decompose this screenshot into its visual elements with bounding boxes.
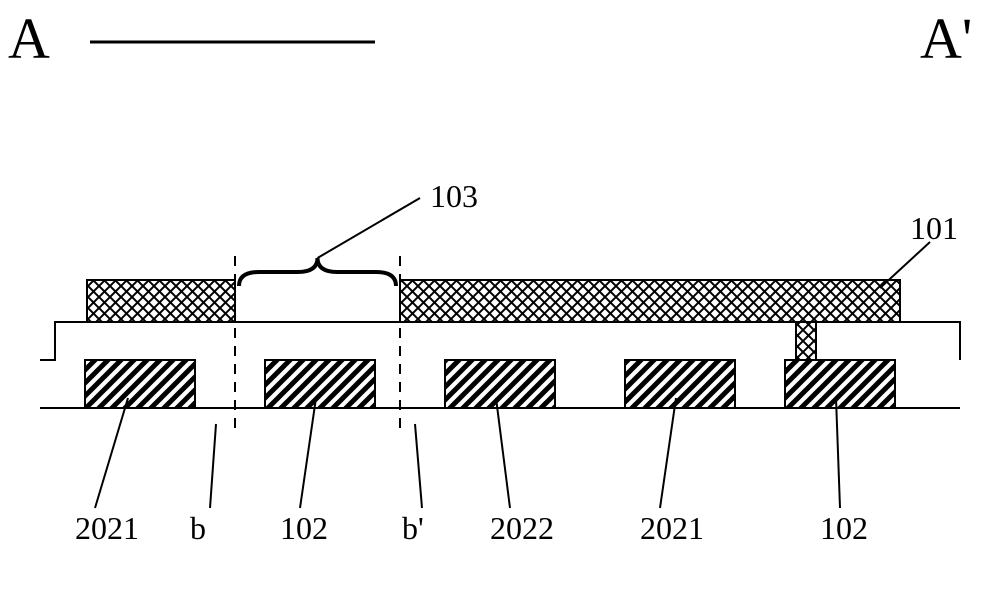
leader-l102_a <box>300 398 316 508</box>
leader-l2022 <box>496 398 510 508</box>
layer-102-block <box>785 360 895 408</box>
layer-101-via <box>796 322 816 360</box>
leader-103 <box>318 198 421 258</box>
leader-101 <box>880 242 930 288</box>
leader-l2021_b <box>660 398 676 508</box>
leader-l102_b <box>836 398 840 508</box>
layer-102-block <box>265 360 375 408</box>
mid-layer-outline <box>55 322 960 360</box>
leader-lb <box>210 424 216 508</box>
layer-102-block <box>625 360 735 408</box>
leader-lbp <box>415 424 422 508</box>
mid-layer-left-step <box>40 322 55 360</box>
brace-103 <box>239 258 396 286</box>
layer-101-segment <box>400 280 900 322</box>
layer-102-block <box>445 360 555 408</box>
layer-101-segment <box>87 280 235 322</box>
leader-l2021_a <box>95 398 128 508</box>
layer-102-block <box>85 360 195 408</box>
cross-section-diagram <box>0 0 1000 603</box>
